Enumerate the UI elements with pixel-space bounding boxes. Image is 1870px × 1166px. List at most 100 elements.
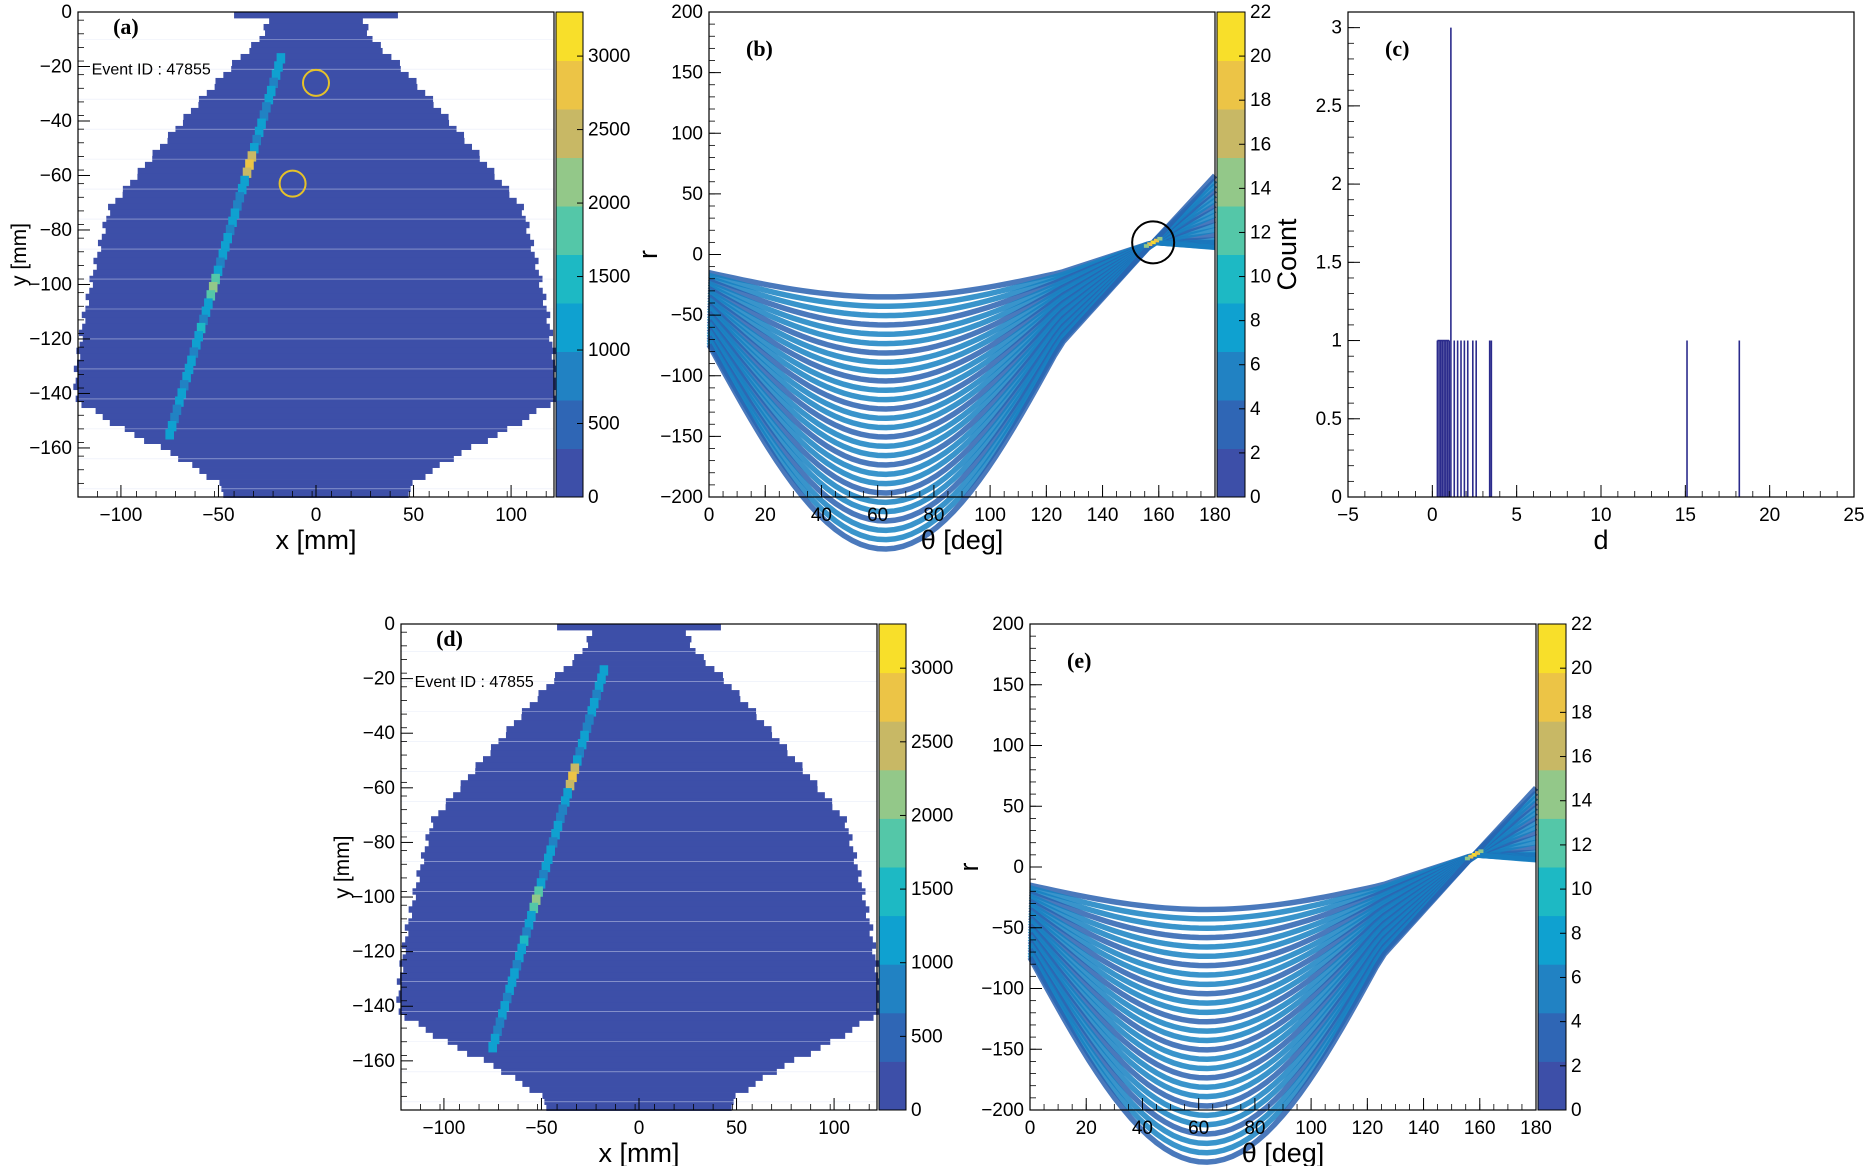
detector-row [75,377,557,385]
detector-row [134,431,498,439]
detector-row [240,53,392,61]
detector-row [402,954,876,961]
track-pixel [187,355,196,366]
detector-row [405,936,873,943]
x-tick-label: 40 [1132,1118,1153,1139]
track-pixel [177,388,187,399]
detector-row [513,720,765,727]
x-tick-label: 5 [1511,505,1522,526]
y-tick-label: −140 [352,996,395,1017]
colorbar-segment [1538,818,1566,868]
track-pixel [512,960,522,971]
colorbar-tick-label: 12 [1571,835,1592,856]
y-tick-label: 50 [1003,796,1024,817]
detector-row [110,209,522,217]
detector-row [438,810,840,817]
y-tick-label: −150 [981,1039,1024,1060]
x-tick-label: 100 [974,505,1006,526]
detector-row [251,41,381,49]
hough-peak [1143,236,1163,248]
detector-row [101,233,531,241]
detector-row [432,1032,846,1039]
colorbar-tick-label: 0 [911,1100,922,1121]
x-tick-label: 0 [1427,505,1438,526]
colorbar-segment [556,351,583,401]
detector-row [78,389,554,397]
detector-row [232,59,400,67]
track-pixel [498,1009,507,1020]
track-pixel [495,1017,505,1028]
track-pixel [558,804,568,815]
colorbar-segment [1538,624,1566,674]
colorbar-tick-label: 2 [1250,443,1261,464]
y-axis-label: r [954,863,984,872]
y-tick-label: −50 [671,305,703,326]
detector-row [95,407,537,415]
axes-a: −100 −50 0 50 100 0 −20 −40 −60 −80 −100 −120 −140 −1… [8,2,555,555]
x-tick-label: 20 [1759,505,1780,526]
colorbar-segment [556,157,583,207]
x-tick-label: 160 [1143,505,1175,526]
colorbar-frame [1537,623,1567,1111]
colorbar-tick-label: 6 [1571,967,1582,988]
colorbar-tick-label: 14 [1250,178,1272,199]
x-axis-label: θ [deg] [1242,1138,1325,1166]
colorbar-segment [556,109,583,158]
detector-row [475,762,803,769]
track-pixel [582,722,592,733]
colorbar-tick-label: 0 [1571,1100,1582,1121]
detector-row [557,624,721,631]
histogram-c: (c) [1385,27,1741,497]
detector-row [404,1014,874,1021]
track-pixel [539,870,548,881]
hough-e: (e) [1027,648,1539,1165]
detector-row [160,143,472,151]
detector-row [102,221,530,229]
x-tick-label: 20 [755,505,776,526]
colorbar-segment [879,721,906,771]
x-tick-label: 140 [1408,1118,1440,1139]
track-pixel [524,919,534,930]
detector-row [137,173,495,181]
track-pixel [507,976,517,987]
detector-row [81,311,551,319]
y-tick-label: −150 [660,426,703,447]
colorbar-segment [1217,400,1245,449]
y-tick-label: −20 [40,56,72,77]
colorbar-e: 0 2 4 6 8 10 12 14 16 18 20 22 [1537,614,1593,1121]
detector-row [428,840,850,847]
track-pixel [490,1033,500,1045]
detector-row [460,780,818,787]
track-pixel [242,167,252,178]
colorbar-segment [879,1061,906,1111]
detector-row [167,137,465,145]
detector-row [89,287,543,295]
detector-row [404,924,874,931]
track-pixel [213,265,223,277]
x-tick-label: 25 [1843,505,1864,526]
colorbar-tick-label: 10 [1250,267,1271,288]
detector-row [170,449,462,456]
detector-row [81,401,551,409]
y-tick-label: −160 [29,438,72,459]
detector-row [182,119,450,127]
detector-row [453,792,825,799]
colorbar-segment [879,1012,906,1062]
colorbar-segment [556,254,583,304]
y-tick-label: 100 [992,736,1024,757]
track-pixel [577,738,587,750]
x-tick-label: −50 [525,1118,557,1139]
colorbar-tick-label: 18 [1571,702,1592,723]
peak-cell [1471,853,1477,857]
colorbar-segment [879,964,906,1014]
track-pixel [276,53,286,64]
colorbar-segment [879,867,906,917]
detector-row [249,47,383,55]
colorbar-segment [1538,721,1566,771]
track-pixel [519,935,529,946]
x-tick-label: 20 [1076,1118,1097,1139]
peak-cell [1153,238,1160,243]
colorbar-tick-label: 6 [1250,355,1261,376]
